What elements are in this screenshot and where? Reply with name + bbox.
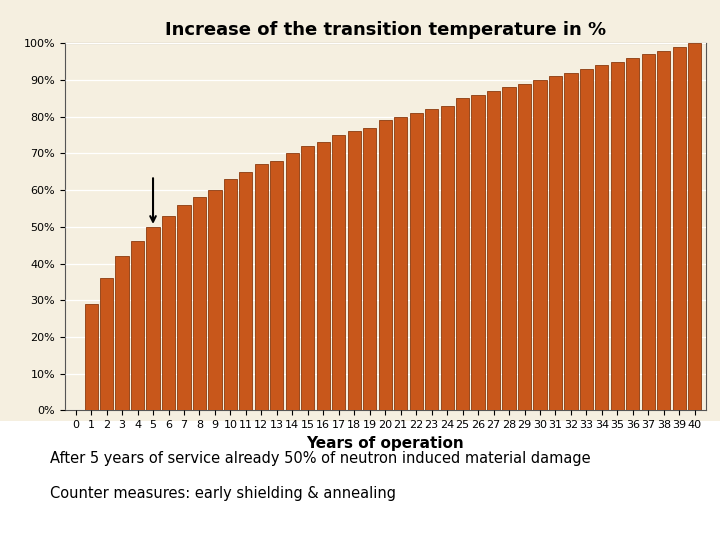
Title: Increase of the transition temperature in %: Increase of the transition temperature i… [165, 21, 606, 39]
Text: After 5 years of service already 50% of neutron induced material damage: After 5 years of service already 50% of … [50, 451, 591, 466]
Bar [595, 65, 608, 410]
Bar [208, 190, 222, 410]
Bar [255, 164, 268, 410]
Bar [286, 153, 299, 410]
X-axis label: Years of operation: Years of operation [306, 436, 464, 451]
Bar [518, 84, 531, 410]
Bar [657, 51, 670, 410]
Bar [84, 304, 98, 410]
Bar [317, 143, 330, 410]
Bar [146, 227, 160, 410]
Bar [534, 80, 546, 410]
Bar [564, 72, 577, 410]
Bar [193, 198, 206, 410]
Bar [472, 94, 485, 410]
Bar [456, 98, 469, 410]
Bar [131, 241, 144, 410]
Bar [177, 205, 191, 410]
Bar [394, 117, 408, 410]
Bar [688, 43, 701, 410]
Bar [441, 106, 454, 410]
Bar [425, 109, 438, 410]
Bar [410, 113, 423, 410]
Bar [239, 172, 253, 410]
Bar [580, 69, 593, 410]
Bar [503, 87, 516, 410]
Bar [363, 127, 377, 410]
Bar [379, 120, 392, 410]
Bar [270, 161, 284, 410]
Bar [348, 131, 361, 410]
Bar [626, 58, 639, 410]
Bar [642, 54, 655, 410]
Bar [162, 216, 175, 410]
Bar [100, 278, 113, 410]
Bar [301, 146, 315, 410]
Bar [487, 91, 500, 410]
Text: Counter measures: early shielding & annealing: Counter measures: early shielding & anne… [50, 486, 397, 501]
Bar [115, 256, 129, 410]
Bar [611, 62, 624, 410]
Bar [332, 135, 346, 410]
Bar [224, 179, 237, 410]
Bar [672, 47, 686, 410]
Bar [549, 76, 562, 410]
